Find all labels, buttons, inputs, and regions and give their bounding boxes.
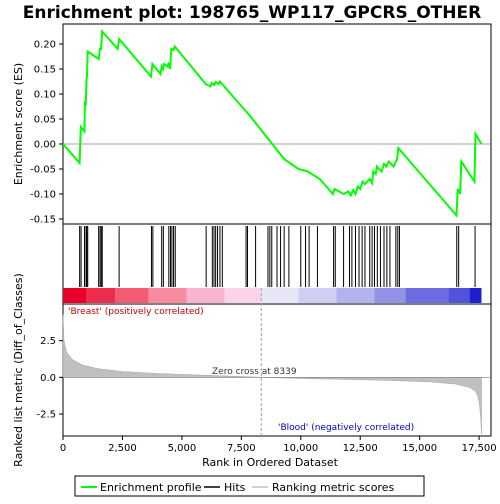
es-y-tick-label: 0.20 [34, 40, 56, 51]
colorbar-segment [374, 288, 405, 303]
x-tick-label: 0 [60, 443, 66, 454]
colorbar-segment [261, 288, 298, 303]
x-tick-label: 10,000 [283, 443, 318, 454]
legend-item-enrichment-profile: Enrichment profile [100, 481, 202, 494]
positive-correlation-label: 'Breast' (positively correlated) [68, 307, 204, 317]
es-y-tick-label: 0.05 [34, 115, 56, 126]
x-tick-label: 5,000 [168, 443, 197, 454]
zero-cross-label: Zero cross at 8339 [212, 367, 297, 377]
colorbar-segment [405, 288, 448, 303]
colorbar-segment [470, 288, 482, 303]
x-tick-label: 12,500 [343, 443, 378, 454]
es-y-tick-label: -0.10 [30, 190, 56, 201]
x-tick-label: 17,500 [462, 443, 497, 454]
colorbar-segment [225, 288, 262, 303]
x-tick-label: 2,500 [108, 443, 137, 454]
colorbar-segment [448, 288, 469, 303]
colorbar-segment [187, 288, 225, 303]
es-y-tick-label: 0.00 [34, 140, 56, 151]
metric-y-tick-label: -2.5 [36, 410, 56, 421]
colorbar-segment [115, 288, 148, 303]
x-axis-label: Rank in Ordered Dataset [202, 456, 339, 469]
colorbar-segment [63, 288, 87, 303]
es-panel-frame [63, 24, 491, 224]
es-y-tick-label: -0.05 [30, 165, 56, 176]
es-y-tick-label: 0.10 [34, 90, 56, 101]
colorbar-segment [336, 288, 374, 303]
legend: Enrichment profile Hits Ranking metric s… [75, 476, 424, 496]
es-y-tick-label: -0.15 [30, 215, 56, 226]
metric-y-axis-label: Ranked list metric (Diff_of_Classes) [12, 273, 25, 467]
colorbar-layer [63, 288, 481, 303]
colorbar-segment [298, 288, 336, 303]
es-y-axis-label: Enrichment score (ES) [12, 63, 25, 185]
legend-item-ranking-metric-scores: Ranking metric scores [272, 481, 394, 494]
colorbar-segment [149, 288, 187, 303]
x-tick-label: 15,000 [402, 443, 437, 454]
colorbar-segment [87, 288, 116, 303]
metric-y-tick-label: 0.0 [40, 373, 56, 384]
negative-correlation-label: 'Blood' (negatively correlated) [278, 423, 414, 433]
es-y-tick-label: 0.15 [34, 65, 56, 76]
legend-item-hits: Hits [224, 481, 246, 494]
x-tick-label: 7,500 [227, 443, 256, 454]
metric-y-tick-label: 2.5 [40, 336, 56, 347]
chart-title: Enrichment plot: 198765_WP117_GPCRS_OTHE… [23, 3, 481, 23]
